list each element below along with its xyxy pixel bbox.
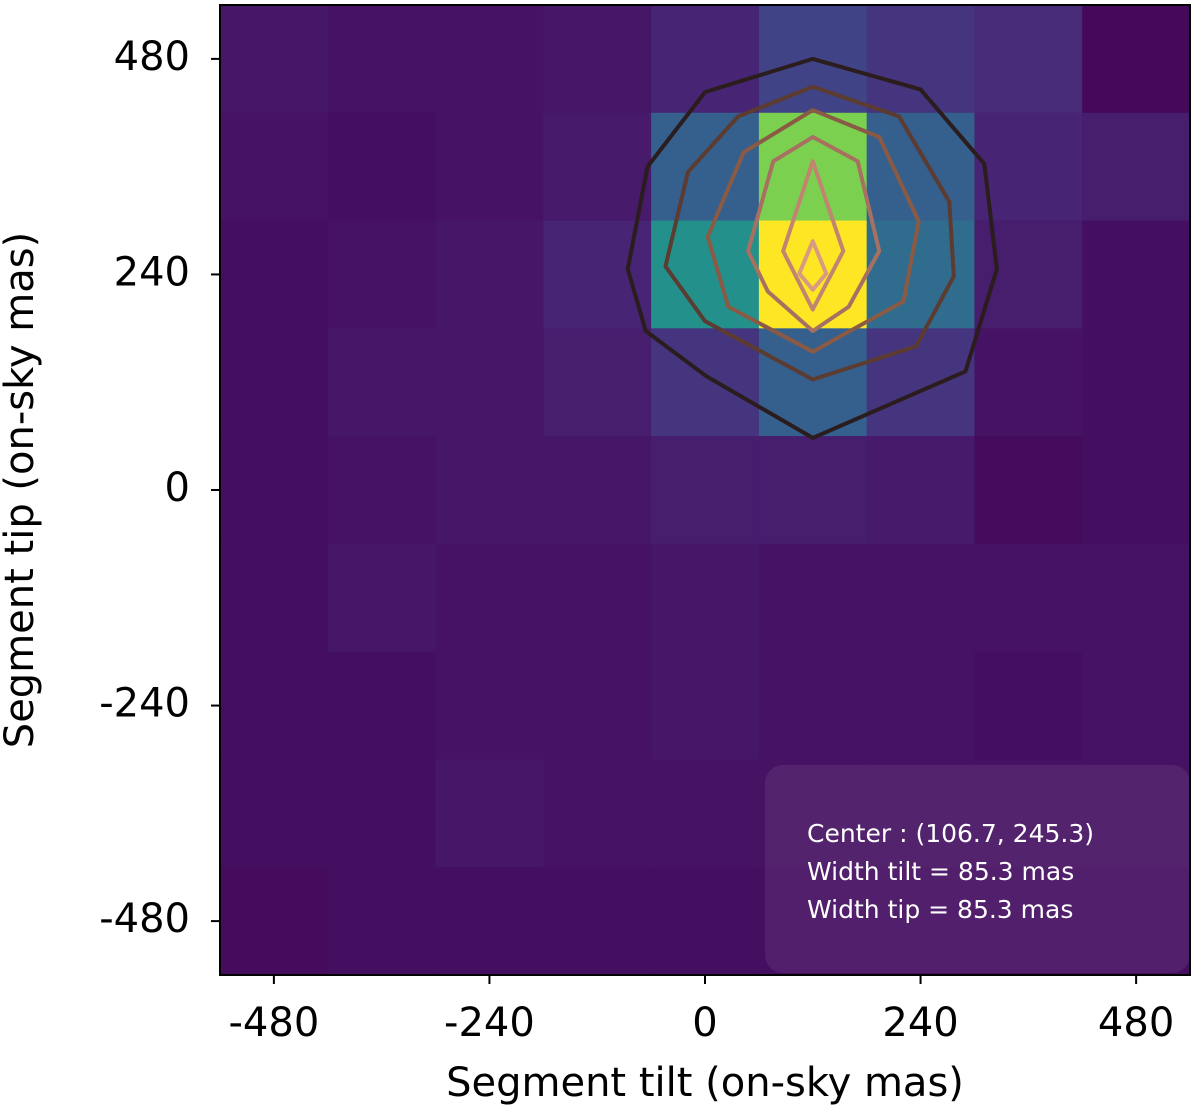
heatmap-cell	[758, 759, 868, 868]
x-tick-label: -480	[228, 1000, 319, 1046]
heatmap-cell	[866, 543, 975, 653]
heatmap-cell	[651, 436, 760, 545]
contour	[663, 84, 956, 382]
heatmap-cell	[758, 543, 868, 653]
heatmap-cell	[220, 543, 329, 653]
annotation-box	[765, 765, 1190, 973]
annotation-text: Width tip = 85.3 mas	[807, 895, 1073, 924]
heatmap-cell	[651, 112, 760, 222]
heatmap-cell	[543, 759, 652, 868]
heatmap-cell	[651, 543, 760, 653]
heatmap-cell	[758, 220, 868, 329]
heatmap-cell	[220, 759, 329, 868]
heatmap-cell	[543, 328, 652, 437]
heatmap-cell	[220, 5, 329, 114]
x-axis-label: Segment tilt (on-sky mas)	[446, 1060, 964, 1106]
heatmap-cell	[435, 759, 544, 868]
y-tick-label: 0	[165, 465, 190, 511]
heatmap-cell	[758, 867, 868, 976]
heatmap-cell	[866, 436, 975, 545]
y-tick-label: 480	[114, 34, 190, 80]
heatmap-cell	[866, 328, 975, 437]
heatmap-cell	[1082, 5, 1191, 114]
heatmap-cell	[758, 436, 868, 545]
heatmap-cell	[327, 220, 437, 329]
heatmap-cell	[651, 328, 760, 437]
heatmap-cell	[327, 328, 437, 437]
heatmap-cell	[758, 651, 868, 760]
x-tick-label: 480	[1098, 1000, 1174, 1046]
heatmap-cell	[435, 651, 544, 760]
heatmap-cell	[435, 328, 544, 437]
heatmap-cell	[327, 867, 437, 976]
heatmap-cell	[435, 436, 544, 545]
contour	[797, 239, 829, 292]
heatmap-cell	[435, 112, 544, 222]
contour	[625, 56, 999, 440]
heatmap-cell	[435, 543, 544, 653]
heatmap-cell	[866, 867, 975, 976]
heatmap-cell	[543, 5, 652, 114]
heatmap-cell	[974, 651, 1083, 760]
heatmap-cell	[327, 5, 437, 114]
heatmap-cell	[866, 112, 975, 222]
heatmap-cell	[974, 112, 1083, 222]
heatmap-cell	[327, 651, 437, 760]
heatmap-cell	[220, 220, 329, 329]
heatmap-cell	[543, 543, 652, 653]
heatmap-cell	[1082, 112, 1191, 222]
heatmap-cell	[327, 543, 437, 653]
heatmap-cell	[435, 5, 544, 114]
heatmap-cell	[974, 328, 1083, 437]
heatmap-cell	[435, 867, 544, 976]
heatmap-cell	[220, 651, 329, 760]
heatmap-cell	[543, 867, 652, 976]
heatmap-cell	[1082, 328, 1191, 437]
heatmap-cell	[651, 759, 760, 868]
heatmap-cell	[1082, 543, 1191, 653]
annotation-text: Center : (106.7, 245.3)	[807, 819, 1094, 848]
heatmap-cell	[974, 220, 1083, 329]
y-tick-label: -240	[99, 681, 190, 727]
heatmap-cell	[974, 436, 1083, 545]
heatmap-cell	[651, 867, 760, 976]
contour	[746, 135, 882, 334]
heatmap-cell	[1082, 759, 1191, 868]
contour	[705, 108, 921, 354]
heatmap-cell	[220, 867, 329, 976]
y-tick-label: 240	[114, 249, 190, 295]
heatmap-cell	[327, 759, 437, 868]
heatmap-cell	[1082, 436, 1191, 545]
contour	[781, 159, 846, 312]
x-tick-label: -240	[444, 1000, 535, 1046]
heatmap-cell	[866, 759, 975, 868]
heatmap-cell	[974, 759, 1083, 868]
heatmap-cell	[974, 543, 1083, 653]
x-tick-label: 240	[882, 1000, 958, 1046]
heatmap-cell	[1082, 867, 1191, 976]
heatmap-cell	[1082, 651, 1191, 760]
heatmap-cell	[866, 5, 975, 114]
heatmap-cell	[651, 651, 760, 760]
y-tick-label: -480	[99, 896, 190, 942]
heatmap-cell	[220, 328, 329, 437]
heatmap-cell	[543, 112, 652, 222]
heatmap-cell	[651, 5, 760, 114]
heatmap-cell	[974, 5, 1083, 114]
y-axis-label: Segment tip (on-sky mas)	[0, 232, 43, 748]
heatmap-cell	[543, 651, 652, 760]
heatmap-cell	[866, 651, 975, 760]
annotation-text: Width tilt = 85.3 mas	[807, 857, 1074, 886]
heatmap-cell	[543, 436, 652, 545]
heatmap-cell	[435, 220, 544, 329]
heatmap-cell	[1082, 220, 1191, 329]
x-tick-label: 0	[692, 1000, 717, 1046]
heatmap-cell	[974, 867, 1083, 976]
heatmap-cell	[327, 112, 437, 222]
heatmap-cell	[220, 112, 329, 222]
heatmap-cell	[327, 436, 437, 545]
heatmap-cell	[220, 436, 329, 545]
